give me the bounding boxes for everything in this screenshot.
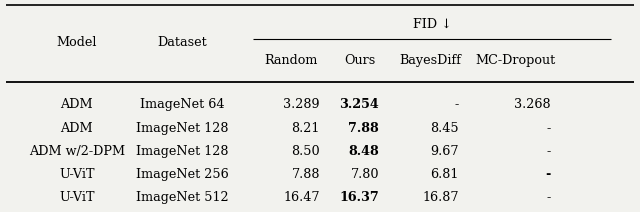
Text: 16.87: 16.87	[422, 191, 459, 204]
Text: U-ViT: U-ViT	[59, 168, 95, 181]
Text: Model: Model	[56, 36, 97, 49]
Text: ImageNet 64: ImageNet 64	[140, 98, 225, 112]
Text: -: -	[454, 98, 459, 112]
Text: 6.81: 6.81	[431, 168, 459, 181]
Text: 7.80: 7.80	[350, 168, 379, 181]
Text: 7.88: 7.88	[348, 122, 379, 135]
Text: ImageNet 256: ImageNet 256	[136, 168, 228, 181]
Text: ADM: ADM	[61, 122, 93, 135]
Text: 3.289: 3.289	[284, 98, 320, 112]
Text: ImageNet 128: ImageNet 128	[136, 145, 228, 158]
Text: 8.21: 8.21	[292, 122, 320, 135]
Text: 8.48: 8.48	[348, 145, 379, 158]
Text: -: -	[546, 191, 550, 204]
Text: Ours: Ours	[344, 54, 375, 67]
Text: 8.50: 8.50	[291, 145, 320, 158]
Text: 16.37: 16.37	[339, 191, 379, 204]
Text: ADM w/2-DPM: ADM w/2-DPM	[29, 145, 125, 158]
Text: ImageNet 128: ImageNet 128	[136, 122, 228, 135]
Text: Random: Random	[264, 54, 318, 67]
Text: FID ↓: FID ↓	[413, 18, 451, 31]
Text: 3.268: 3.268	[514, 98, 550, 112]
Text: 7.88: 7.88	[291, 168, 320, 181]
Text: -: -	[546, 145, 550, 158]
Text: Dataset: Dataset	[157, 36, 207, 49]
Text: -: -	[546, 122, 550, 135]
Text: MC-Dropout: MC-Dropout	[475, 54, 556, 67]
Text: -: -	[545, 168, 550, 181]
Text: 16.47: 16.47	[284, 191, 320, 204]
Text: U-ViT: U-ViT	[59, 191, 95, 204]
Text: ADM: ADM	[61, 98, 93, 112]
Text: ImageNet 512: ImageNet 512	[136, 191, 228, 204]
Text: 8.45: 8.45	[430, 122, 459, 135]
Text: BayesDiff: BayesDiff	[399, 54, 461, 67]
Text: 9.67: 9.67	[430, 145, 459, 158]
Text: 3.254: 3.254	[339, 98, 379, 112]
